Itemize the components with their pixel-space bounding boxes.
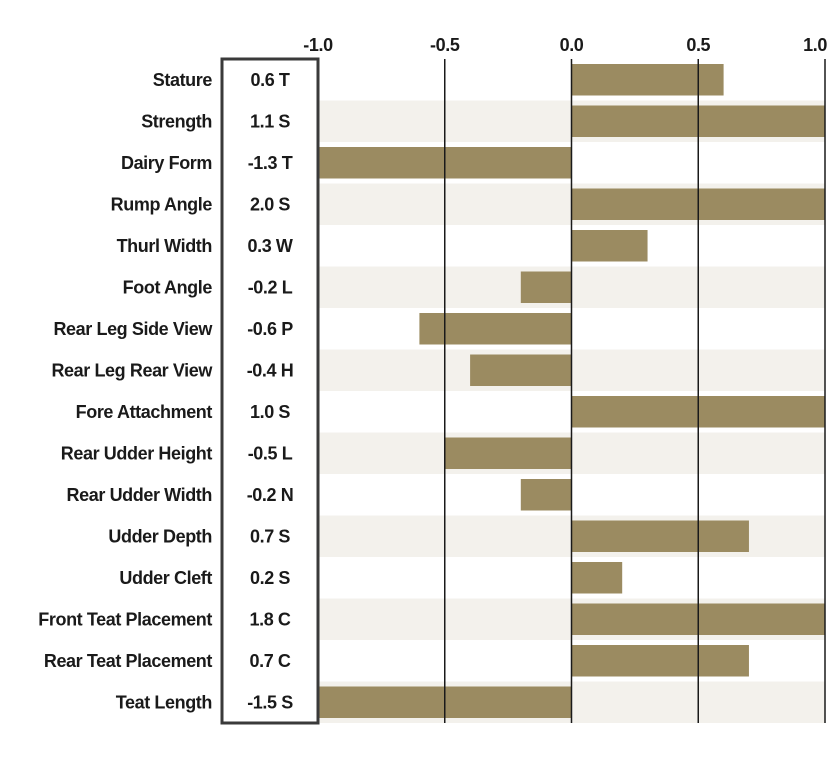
trait-label: Rear Udder Height xyxy=(61,443,213,463)
trait-label: Foot Angle xyxy=(123,277,213,297)
trait-label: Rear Leg Rear View xyxy=(51,360,213,380)
value-label: 1.8 C xyxy=(249,609,290,629)
value-column-frame xyxy=(220,57,320,725)
value-label: -0.2 L xyxy=(248,277,293,297)
bar xyxy=(444,437,572,469)
trait-label: Stature xyxy=(153,70,213,90)
bar xyxy=(571,562,623,594)
value-label: 0.2 S xyxy=(250,568,290,588)
trait-label: Dairy Form xyxy=(121,153,212,173)
trait-label: Rump Angle xyxy=(111,194,213,214)
value-label: 0.7 C xyxy=(249,651,290,671)
value-label: -0.5 L xyxy=(248,443,293,463)
trait-label: Rear Teat Placement xyxy=(44,651,213,671)
trait-label: Udder Cleft xyxy=(119,568,212,588)
bar xyxy=(470,354,572,386)
x-tick-label: 1.0 xyxy=(803,35,827,55)
x-tick-label: -0.5 xyxy=(430,35,460,55)
value-label: -0.2 N xyxy=(247,485,294,505)
value-labels: 0.6 T 1.1 S -1.3 T 2.0 S 0.3 W -0.2 L -0.6 P -0… xyxy=(247,70,294,713)
value-label: -0.6 P xyxy=(247,319,293,339)
x-tick-label: -1.0 xyxy=(303,35,333,55)
value-label: 1.1 S xyxy=(250,111,290,131)
value-label: 1.0 S xyxy=(250,402,290,422)
gridlines xyxy=(444,59,826,723)
value-label: -0.4 H xyxy=(247,360,294,380)
trait-label: Teat Length xyxy=(116,692,212,712)
bar xyxy=(419,313,572,345)
trait-label: Udder Depth xyxy=(108,526,212,546)
value-label: 2.0 S xyxy=(250,194,290,214)
trait-labels: Stature Strength Dairy Form Rump Angle Thurl… xyxy=(38,70,214,713)
bar xyxy=(520,479,572,511)
trait-label: Rear Udder Width xyxy=(67,485,212,505)
trait-label: Strength xyxy=(141,111,212,131)
x-tick-label: 0.5 xyxy=(686,35,710,55)
bar xyxy=(571,520,749,552)
x-tick-label: 0.0 xyxy=(560,35,584,55)
trait-label: Front Teat Placement xyxy=(38,609,212,629)
trait-label: Rear Leg Side View xyxy=(53,319,213,339)
trait-label: Thurl Width xyxy=(117,236,212,256)
value-label: 0.6 T xyxy=(250,70,289,90)
x-axis-ticks: -1.0 -0.5 0.0 0.5 1.0 xyxy=(303,35,827,55)
bar xyxy=(520,271,572,303)
value-label: -1.5 S xyxy=(247,692,293,712)
value-label: -1.3 T xyxy=(248,153,293,173)
bar xyxy=(571,64,724,96)
bar xyxy=(571,230,648,262)
bar xyxy=(571,645,749,677)
value-label: 0.7 S xyxy=(250,526,290,546)
trait-label: Fore Attachment xyxy=(76,402,213,422)
value-label: 0.3 W xyxy=(247,236,292,256)
